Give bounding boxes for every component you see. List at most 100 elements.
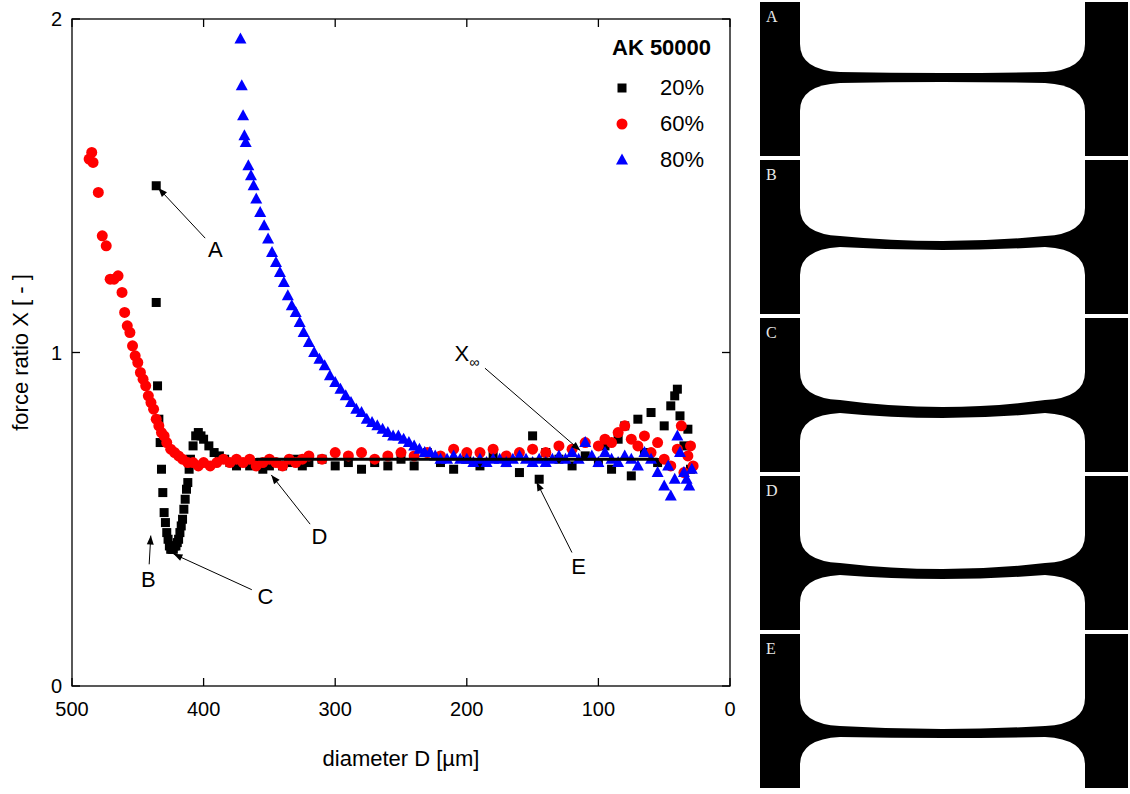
data-point [124, 327, 135, 338]
data-point [245, 169, 257, 180]
annotation-arrow [485, 368, 580, 450]
data-point [270, 256, 282, 267]
data-point [158, 488, 167, 497]
image-background-upper [800, 634, 1085, 729]
annotation-arrow [173, 554, 251, 590]
image-background-upper [800, 160, 1085, 241]
y-axis-title: force ratio X [ - ] [8, 274, 33, 431]
data-point [262, 233, 274, 244]
image-background-lower [800, 82, 1085, 156]
data-point [685, 440, 696, 451]
reference-line [256, 458, 657, 461]
data-point [127, 340, 138, 351]
data-point [294, 316, 306, 327]
data-point [686, 463, 698, 474]
arrow-head [537, 482, 544, 492]
x-tick [729, 19, 730, 27]
data-point [671, 429, 683, 440]
image-background [760, 2, 1128, 156]
data-point [250, 193, 262, 204]
y-tick [722, 685, 730, 686]
x-tick [598, 678, 599, 686]
legend-marker [618, 84, 627, 93]
data-point [647, 408, 656, 417]
data-point [274, 266, 286, 277]
data-point [632, 459, 644, 470]
image-background [760, 634, 1128, 788]
annotation-label: D [311, 524, 327, 549]
x-tick [466, 678, 467, 686]
data-point [449, 465, 458, 474]
data-point [652, 437, 663, 448]
data-point [383, 461, 392, 470]
data-point [658, 479, 670, 490]
data-point [117, 287, 128, 298]
annotation-main: C [258, 584, 274, 609]
data-point [140, 380, 151, 391]
annotation-main: D [311, 524, 327, 549]
image-background-lower [800, 575, 1085, 630]
data-point [662, 459, 674, 470]
data-point [579, 436, 591, 447]
annotation-main: A [208, 237, 223, 262]
data-point [652, 466, 664, 477]
x-tick-label: 0 [724, 698, 735, 720]
data-point [161, 518, 170, 527]
data-point [148, 404, 159, 415]
data-point [282, 289, 294, 300]
image-panel: B [760, 160, 1128, 314]
arrow-head [271, 475, 279, 484]
data-point [254, 206, 266, 217]
data-point [356, 447, 367, 458]
legend: AK 5000020%60%80% [612, 35, 711, 172]
data-point [119, 307, 130, 318]
arrow-head [173, 554, 183, 561]
image-panel: E [760, 634, 1128, 788]
data-point [266, 246, 278, 257]
data-point [599, 446, 611, 457]
data-point [632, 440, 643, 451]
data-point [290, 306, 302, 317]
data-point [183, 478, 192, 487]
annotation-main: B [141, 567, 156, 592]
annotation-main: E [571, 554, 586, 579]
data-point [330, 447, 341, 458]
data-point [303, 336, 315, 347]
data-point [331, 461, 340, 470]
y-tick-label: 2 [51, 8, 62, 30]
x-tick [203, 19, 204, 27]
y-tick-label: 1 [51, 342, 62, 364]
image-label: B [766, 166, 777, 183]
legend-title: AK 50000 [612, 35, 711, 60]
legend-label: 20% [660, 75, 704, 100]
x-tick [71, 19, 72, 27]
data-point [153, 381, 162, 390]
data-point [527, 444, 538, 455]
image-label: C [766, 324, 777, 341]
image-background [760, 160, 1128, 314]
data-point [93, 187, 104, 198]
image-background [760, 476, 1128, 630]
data-point [627, 471, 636, 480]
data-point [179, 505, 188, 514]
data-point [181, 495, 190, 504]
x-axis-title: diameter D [µm] [323, 746, 480, 771]
data-point [240, 136, 252, 147]
arrow-head [571, 442, 580, 451]
annotation-label: E [571, 554, 586, 579]
image-background-lower [800, 737, 1085, 788]
annotation-label: C [258, 584, 274, 609]
data-point [357, 465, 366, 474]
x-tick [335, 19, 336, 27]
annotation-arrow [271, 475, 310, 524]
data-point [619, 420, 630, 431]
x-tick [598, 19, 599, 27]
data-point [86, 147, 97, 158]
data-point [592, 456, 604, 467]
y-tick [72, 18, 80, 19]
series [234, 33, 697, 501]
series [152, 181, 695, 554]
data-point [97, 230, 108, 241]
x-tick [71, 678, 72, 686]
data-point [633, 415, 642, 424]
